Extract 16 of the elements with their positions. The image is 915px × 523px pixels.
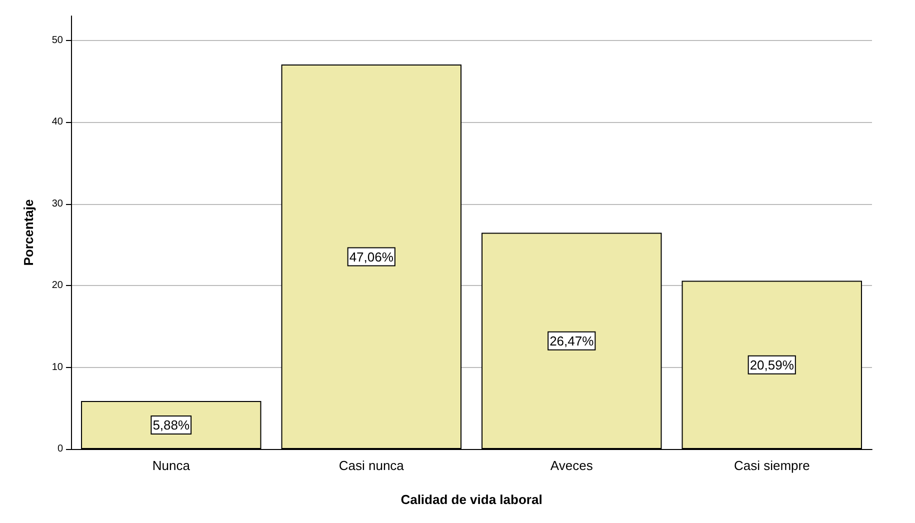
y-tick-label: 40 — [52, 116, 64, 128]
data-label: 5,88% — [152, 417, 190, 432]
y-tick-label: 30 — [52, 198, 64, 210]
x-tick-label: Aveces — [550, 458, 594, 473]
x-tick-label: Nunca — [152, 458, 191, 473]
x-axis-title: Calidad de vida laboral — [400, 492, 542, 507]
y-tick-label: 10 — [52, 362, 64, 373]
x-tick-label: Casi nunca — [338, 458, 405, 473]
y-tick-label: 50 — [52, 35, 64, 46]
y-tick-label: 20 — [52, 280, 64, 292]
y-tick-label: 0 — [57, 444, 64, 454]
x-tick-label: Casi siempre — [734, 458, 810, 473]
data-label: 26,47% — [550, 333, 594, 348]
y-axis-title: Porcentaje — [21, 199, 36, 266]
data-label: 47,06% — [349, 249, 394, 264]
data-label: 20,59% — [750, 357, 794, 372]
